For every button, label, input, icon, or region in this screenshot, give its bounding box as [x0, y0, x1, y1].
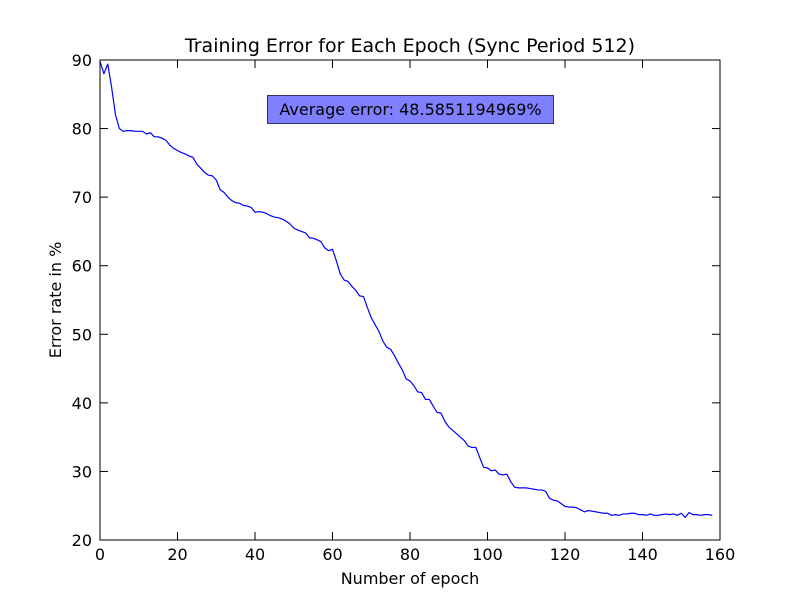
x-tick-label: 40: [245, 545, 265, 564]
x-tick-label: 120: [550, 545, 581, 564]
annotation-box: Average error: 48.5851194969%: [267, 95, 554, 124]
plot-frame: [99, 59, 721, 541]
y-axis-label: Error rate in %: [46, 242, 65, 359]
series-layer: [99, 61, 713, 518]
x-tick-label: 0: [95, 545, 105, 564]
y-tick-label: 20: [72, 531, 92, 550]
x-tick-label: 80: [400, 545, 420, 564]
annotation-background: [267, 95, 554, 124]
y-tick-label: 30: [72, 462, 92, 481]
y-tick-label: 50: [72, 325, 92, 344]
annotation-text: Average error: 48.5851194969%: [279, 100, 541, 119]
y-tick-label: 90: [72, 51, 92, 70]
x-tick-label: 140: [627, 545, 658, 564]
x-tick-label: 160: [705, 545, 736, 564]
chart-title: Training Error for Each Epoch (Sync Peri…: [184, 35, 635, 57]
x-tick-label: 60: [322, 545, 342, 564]
series-line-training-error: [99, 61, 713, 518]
y-tick-label: 80: [72, 120, 92, 139]
x-axis-label: Number of epoch: [341, 569, 480, 588]
y-tick-label: 70: [72, 188, 92, 207]
y-tick-label: 60: [72, 257, 92, 276]
y-tick-label: 40: [72, 394, 92, 413]
x-tick-label: 20: [167, 545, 187, 564]
x-tick-label: 100: [472, 545, 503, 564]
